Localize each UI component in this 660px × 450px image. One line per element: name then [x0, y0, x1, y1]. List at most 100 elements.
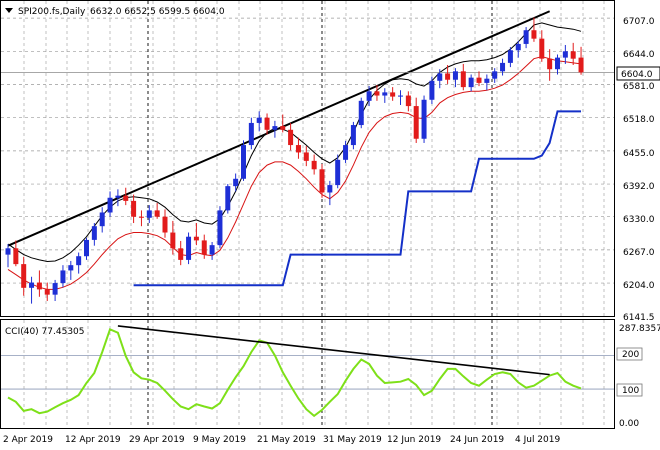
price-tick: 6518.0 — [623, 115, 655, 125]
candle-body — [452, 71, 458, 80]
candle-body — [319, 169, 325, 193]
candle-body — [413, 106, 419, 139]
candle-body — [107, 197, 113, 213]
candle-body — [343, 145, 349, 160]
candle-body — [484, 78, 490, 83]
candle-body — [5, 248, 11, 255]
candle-body — [523, 30, 529, 44]
price-axis: 6707.0 6644.0 6581.0 6518.0 6455.0 6392.… — [623, 17, 655, 323]
collapse-triangle-icon[interactable] — [5, 8, 13, 13]
cci-tick: 0.00 — [619, 419, 639, 429]
candle-body — [146, 210, 152, 218]
candle-body — [382, 92, 388, 96]
candle-body — [492, 71, 498, 79]
candle-body — [288, 129, 294, 146]
candle-body — [405, 95, 411, 107]
candle-body — [68, 265, 74, 271]
price-tick: 6392.0 — [623, 182, 655, 192]
candle-body — [52, 283, 58, 295]
candle-body — [99, 212, 105, 227]
current-price-tag: 6604.0 — [616, 66, 660, 81]
price-tick: 6455.0 — [623, 149, 655, 159]
candle-body — [241, 145, 246, 179]
candle-body — [295, 145, 301, 153]
candle-body — [547, 58, 553, 70]
cci-label: CCI(40) 77.45305 — [5, 327, 85, 337]
candle-body — [170, 232, 176, 249]
time-label: 12 Apr 2019 — [65, 435, 121, 445]
candle-body — [154, 210, 160, 217]
current-price-label: 6604.0 — [621, 70, 653, 80]
candle-body — [390, 92, 396, 97]
candle-body — [178, 248, 184, 260]
candle-body — [421, 99, 427, 139]
candle-body — [366, 91, 372, 101]
candle-body — [303, 152, 309, 161]
time-label: 31 May 2019 — [323, 435, 382, 445]
candle-body — [21, 264, 27, 288]
candle-body — [398, 95, 403, 97]
candle-body — [272, 126, 278, 130]
candle-body — [468, 77, 474, 88]
candle-body — [531, 30, 537, 39]
chart-header: SPI200.fs,Daily 6632.0 6652.5 6599.5 660… — [5, 7, 225, 17]
candle-body — [358, 100, 364, 126]
candle-body — [280, 126, 286, 130]
cci-tick: 200 — [622, 350, 639, 360]
time-label: 21 May 2019 — [257, 435, 316, 445]
cci-indicator — [7, 325, 582, 418]
candle-body — [500, 62, 506, 72]
price-tick: 6204.0 — [623, 281, 655, 291]
candle-body — [233, 178, 239, 187]
candle-body — [555, 57, 560, 70]
candle-body — [460, 71, 466, 88]
keltner-lower-line — [7, 56, 582, 290]
candle-body — [91, 226, 97, 240]
price-tick: 6707.0 — [623, 17, 655, 27]
time-label: 12 Jun 2019 — [387, 435, 441, 445]
candle-body — [539, 38, 545, 59]
price-trendline — [7, 10, 551, 247]
candle-body — [123, 195, 129, 201]
candle-body — [60, 270, 66, 284]
candle-body — [36, 282, 42, 290]
candle-body — [350, 125, 356, 146]
candle-body — [515, 43, 521, 51]
price-tick: 6581.0 — [623, 82, 655, 92]
candle-body — [162, 216, 168, 233]
candle-body — [193, 236, 199, 241]
candle-body — [217, 210, 223, 246]
cci-tick: 287.8357 — [619, 324, 660, 334]
time-label: 29 Apr 2019 — [129, 435, 185, 445]
time-axis: 2 Apr 2019 12 Apr 2019 29 Apr 2019 9 May… — [3, 435, 560, 445]
candle-body — [115, 195, 121, 198]
candle-body — [570, 51, 576, 59]
candle-body — [44, 289, 50, 295]
candle-body — [327, 185, 333, 193]
price-tick: 6330.0 — [623, 215, 655, 225]
cci-tick: 100 — [622, 386, 639, 396]
candle-body — [256, 117, 262, 123]
price-tick: 6644.0 — [623, 50, 655, 60]
candle-body — [374, 91, 380, 96]
candle-body — [13, 248, 19, 265]
cci-grid — [1, 355, 614, 390]
candle-body — [445, 73, 451, 80]
candle-body — [578, 57, 584, 73]
candles-group — [5, 17, 584, 304]
candle-body — [264, 117, 270, 130]
symbol-label: SPI200.fs,Daily — [18, 7, 86, 17]
candle-body — [225, 186, 231, 211]
main-grid — [1, 17, 614, 284]
candle-body — [335, 159, 341, 186]
candle-body — [429, 80, 435, 100]
time-label: 9 May 2019 — [193, 435, 246, 445]
candle-body — [76, 256, 82, 266]
cci-line — [7, 327, 582, 418]
candle-body — [476, 77, 482, 83]
candle-body — [138, 216, 144, 218]
price-tick: 6267.0 — [623, 248, 655, 258]
trend-support-line — [133, 110, 581, 287]
cci-trendline — [117, 325, 550, 376]
